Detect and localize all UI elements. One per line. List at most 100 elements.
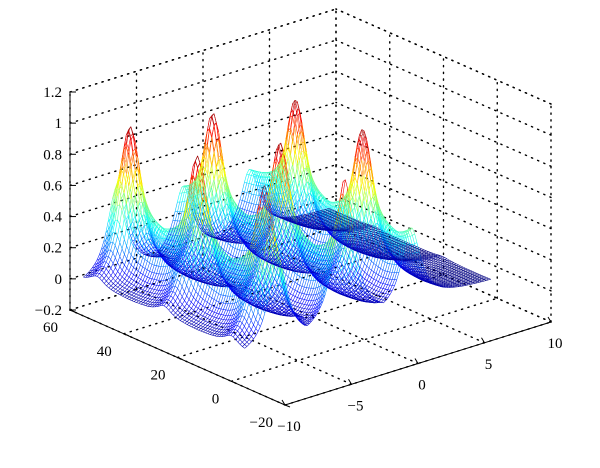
surface-line	[458, 264, 461, 267]
surface-line	[248, 174, 252, 176]
surface-line	[456, 268, 459, 271]
surface-line	[281, 245, 285, 250]
surface-line	[446, 262, 450, 265]
surface-line	[296, 160, 300, 170]
surface-line	[426, 260, 430, 263]
surface-line	[415, 262, 419, 265]
surface-line	[251, 193, 254, 195]
surface-line	[352, 177, 356, 182]
surface-line	[380, 295, 384, 297]
surface-line	[426, 264, 430, 267]
surface-line	[433, 263, 437, 266]
surface-line	[299, 125, 303, 143]
surface-line	[297, 134, 300, 150]
surface-line	[267, 176, 270, 178]
surface-line	[385, 283, 388, 285]
grid-line	[69, 39, 337, 124]
surface-line	[385, 297, 388, 299]
surface-line	[320, 233, 323, 235]
surface-line	[371, 295, 375, 298]
surface-line	[366, 265, 370, 269]
surface-line	[359, 159, 362, 173]
surface-line	[294, 100, 298, 110]
surface-line	[368, 258, 372, 262]
surface-line	[301, 202, 305, 208]
surface-line	[348, 290, 352, 293]
surface-line	[346, 278, 349, 282]
surface-line	[226, 238, 230, 240]
surface-line	[413, 267, 417, 271]
surface-line	[424, 261, 427, 264]
surface-line	[369, 291, 372, 293]
surface-line	[379, 238, 383, 240]
surface-line	[249, 193, 252, 195]
surface-line	[378, 266, 381, 269]
surface-line	[306, 210, 310, 214]
surface-line	[338, 270, 341, 272]
surface-line	[387, 278, 390, 280]
surface-line	[211, 115, 215, 125]
surface-line	[341, 247, 344, 250]
surface-line	[339, 281, 343, 285]
surface-line	[341, 263, 345, 268]
surface-line	[249, 202, 252, 204]
surface-line	[370, 200, 374, 209]
surface-line	[251, 203, 254, 205]
surface-line	[306, 233, 310, 237]
surface-line	[444, 257, 448, 260]
surface-line	[244, 181, 247, 184]
surface-line	[356, 195, 360, 203]
surface-line	[283, 219, 287, 226]
surface-line	[297, 109, 300, 126]
surface-line	[289, 164, 293, 173]
surface-line	[440, 265, 443, 268]
surface-line	[437, 257, 441, 259]
surface-line	[435, 264, 439, 267]
surface-line	[414, 242, 418, 245]
surface-line	[442, 261, 446, 264]
surface-line	[456, 263, 459, 266]
surface-line	[366, 285, 370, 288]
surface-line	[348, 214, 351, 217]
surface-line	[451, 262, 455, 265]
surface-line	[354, 157, 358, 162]
surface-line	[401, 262, 405, 266]
surface-line	[361, 260, 365, 264]
surface-line	[428, 264, 432, 267]
grid-line	[230, 297, 498, 382]
surface-line	[378, 291, 381, 293]
grid-line	[123, 250, 391, 335]
surface-line	[371, 283, 375, 285]
surface-line	[384, 261, 388, 264]
surface-line	[375, 273, 379, 276]
surface-line	[371, 260, 374, 264]
surface-line	[366, 176, 370, 191]
surface-line	[382, 283, 386, 285]
surface-line	[357, 183, 360, 195]
surface-line	[428, 260, 432, 263]
surface-line	[368, 199, 371, 207]
surface-line	[318, 241, 321, 243]
surface-line	[380, 299, 384, 301]
surface-line	[387, 262, 390, 264]
surface-line	[353, 293, 356, 295]
surface-line	[244, 201, 247, 203]
surface-line	[357, 251, 361, 257]
surface-line	[350, 270, 354, 275]
surface-line	[368, 268, 372, 271]
surface-line	[440, 267, 443, 270]
grid-line	[69, 226, 337, 311]
surface-line	[433, 261, 437, 264]
surface-line	[376, 294, 379, 296]
surface-line	[297, 208, 301, 214]
surface-line	[246, 192, 250, 194]
surface-line	[318, 221, 321, 224]
surface-line	[334, 281, 338, 285]
surface-line	[293, 256, 296, 259]
surface-line	[334, 205, 337, 208]
grid-line	[69, 164, 337, 249]
surface-line	[356, 149, 360, 164]
surface-line	[296, 216, 300, 218]
surface-line	[213, 228, 216, 230]
grid-line	[335, 101, 552, 199]
